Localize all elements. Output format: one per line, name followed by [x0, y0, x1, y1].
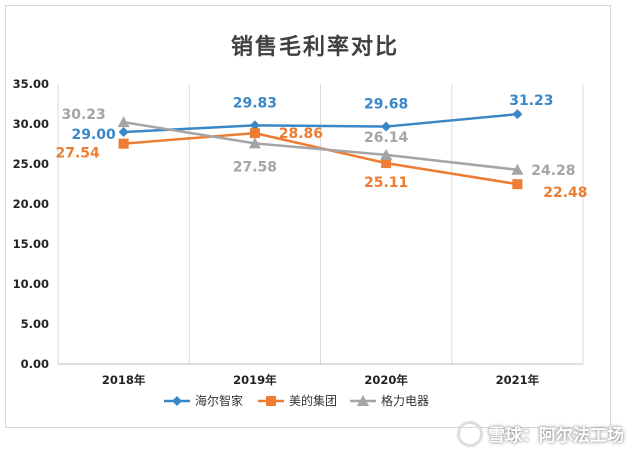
data-label-gree: 30.23 [61, 107, 105, 123]
snowball-logo-icon [458, 421, 482, 446]
legend-label-gree: 格力电器 [381, 393, 429, 408]
data-label-midea: 25.11 [364, 175, 408, 191]
x-tick-label: 2021年 [496, 373, 540, 387]
data-point-gree [511, 163, 524, 175]
data-label-haier: 29.68 [364, 97, 408, 113]
legend-marker-haier [172, 396, 182, 406]
grid [57, 84, 584, 364]
watermark: 雪球：阿尔法工场 [458, 421, 624, 446]
watermark-text: 雪球：阿尔法工场 [488, 426, 624, 446]
x-tick-label: 2018年 [102, 373, 146, 387]
data-point-haier [381, 121, 392, 132]
y-tick-label: 5.00 [21, 317, 49, 331]
data-point-haier [249, 120, 260, 131]
legend: 海尔智家 美的集团 格力电器 [164, 393, 429, 408]
x-tick-label: 2019年 [233, 373, 277, 387]
data-label-midea: 27.54 [55, 146, 100, 162]
data-label-haier: 29.83 [233, 95, 277, 111]
data-label-midea: 28.86 [279, 126, 323, 142]
data-point-midea [118, 138, 129, 149]
y-tick-label: 25.00 [13, 157, 49, 171]
y-tick-label: 35.00 [13, 77, 49, 91]
y-tick-label: 30.00 [13, 117, 49, 131]
legend-marker-gree [357, 395, 369, 406]
legend-marker-midea [266, 396, 276, 406]
data-label-gree: 24.28 [531, 163, 575, 179]
y-tick-label: 15.00 [13, 237, 49, 251]
data-point-gree [117, 116, 130, 128]
data-point-midea [381, 158, 392, 169]
data-point-gree [380, 148, 393, 160]
data-label-gree: 27.58 [233, 159, 277, 175]
y-tick-label: 10.00 [13, 277, 49, 291]
series-line-gree [123, 120, 518, 172]
legend-label-haier: 海尔智家 [195, 393, 243, 408]
y-tick-label: 0.00 [21, 357, 49, 371]
data-point-midea [249, 128, 260, 139]
series-group [117, 109, 524, 190]
axes: 0.00 5.00 10.00 15.00 20.00 25.00 30.00 35.00 20… [13, 77, 583, 387]
data-label-gree: 26.14 [364, 130, 409, 146]
series-line-haier [123, 112, 518, 134]
x-tick-label: 2020年 [364, 373, 408, 387]
data-label-midea: 22.48 [543, 185, 587, 201]
data-point-gree [248, 137, 261, 149]
data-label-haier: 29.00 [71, 127, 116, 143]
y-tick-label: 20.00 [13, 197, 49, 211]
data-label-haier: 31.23 [509, 93, 553, 109]
chart-title: 销售毛利率对比 [231, 34, 399, 60]
data-labels: 29.00 29.83 29.68 31.23 27.54 28.86 25.11 22.48… [55, 93, 587, 201]
data-point-haier [118, 127, 129, 137]
legend-label-midea: 美的集团 [289, 393, 337, 408]
data-point-midea [512, 179, 523, 190]
data-point-haier [512, 109, 523, 120]
chart-frame [5, 5, 611, 428]
